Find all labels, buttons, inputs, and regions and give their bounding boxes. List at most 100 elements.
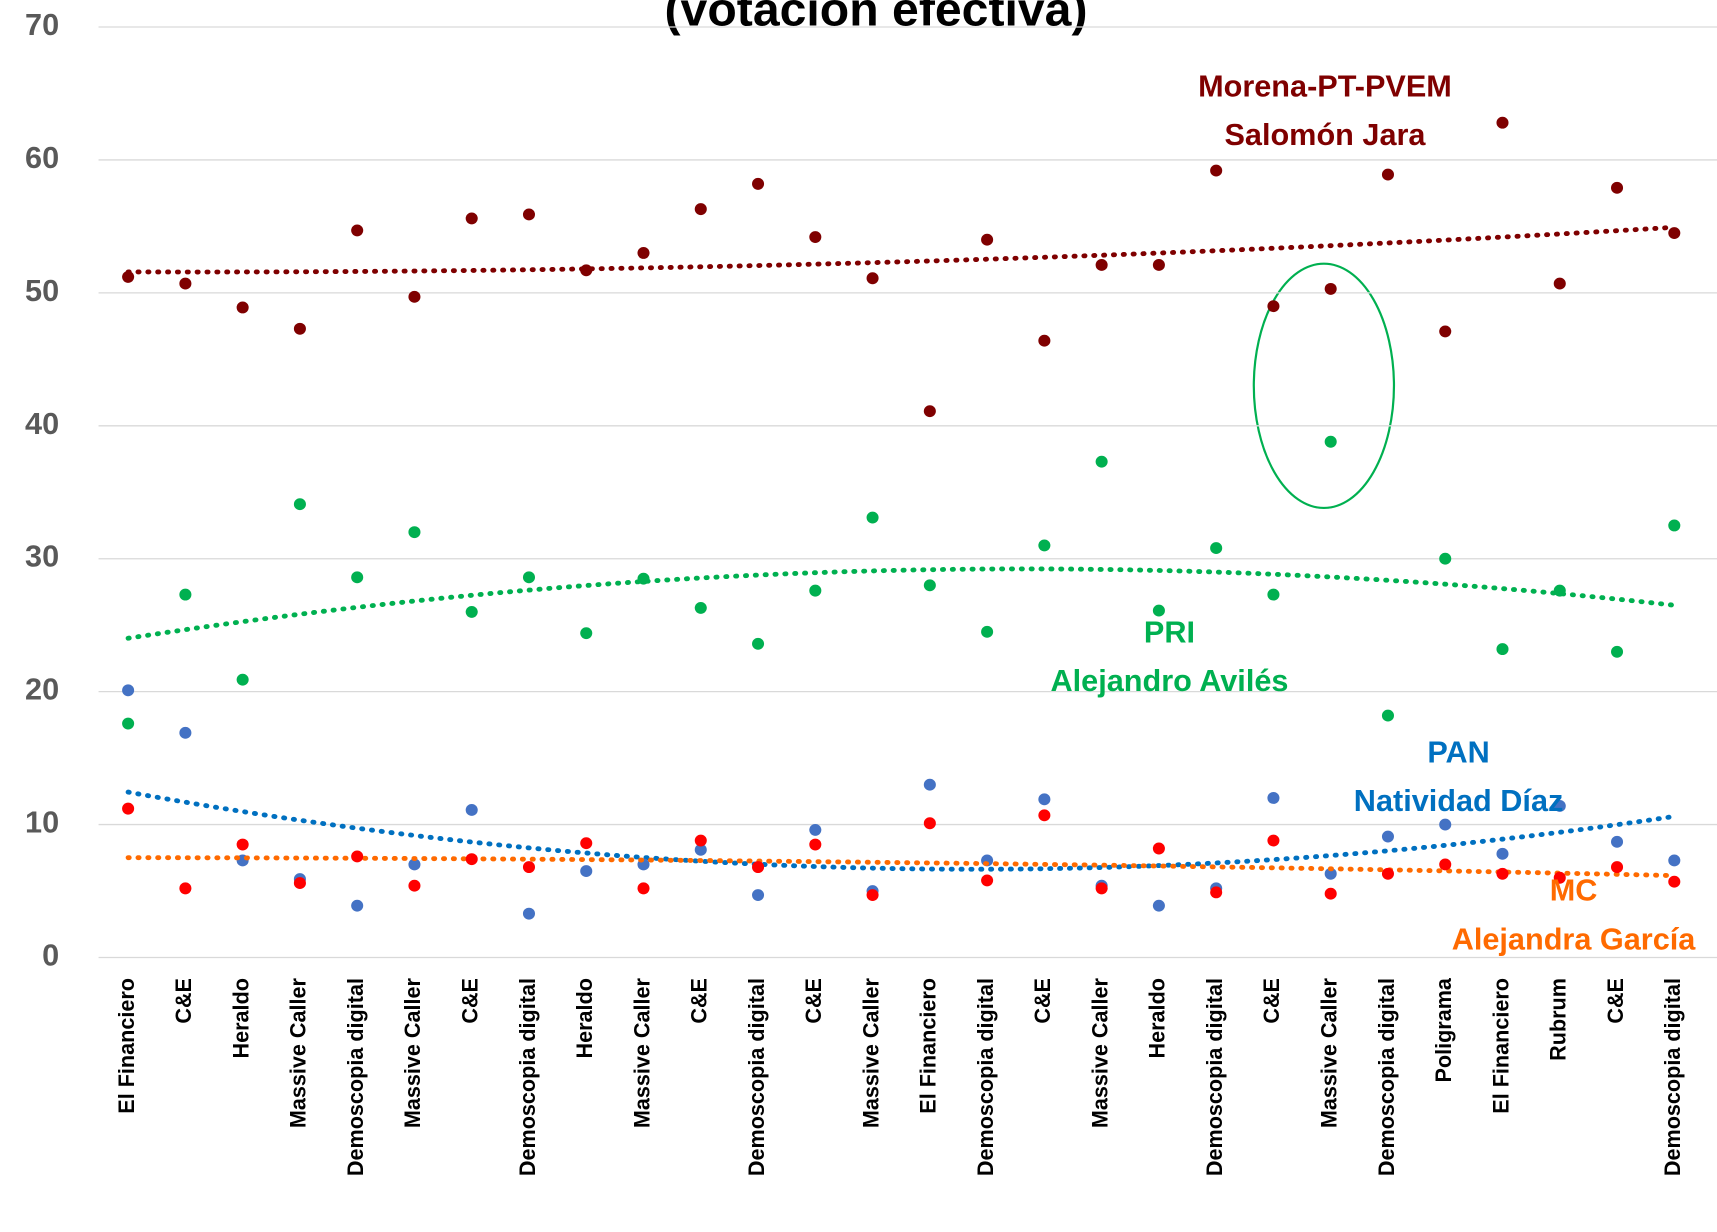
data-point: [1324, 435, 1337, 448]
y-tick-label: 50: [25, 274, 59, 308]
data-point: [179, 277, 192, 290]
data-point: [866, 511, 879, 524]
x-tick-label: C&E: [1603, 978, 1628, 1024]
data-point: [1267, 792, 1280, 804]
series-label: Morena-PT-PVEM: [1198, 70, 1452, 104]
data-point: [1496, 867, 1509, 880]
trendline: [125, 789, 1677, 872]
data-point: [923, 405, 936, 418]
data-point: [408, 858, 421, 871]
x-tick-label: Heraldo: [572, 978, 597, 1058]
data-point: [122, 270, 135, 283]
data-point: [1496, 116, 1509, 129]
x-tick-label: C&E: [686, 978, 711, 1024]
data-point: [580, 627, 593, 640]
x-tick-label: El Financiero: [915, 978, 940, 1114]
data-point: [637, 247, 650, 259]
x-tick-label: Demoscopia digital: [1374, 978, 1399, 1176]
data-point: [981, 625, 994, 638]
x-tick-label: Massive Caller: [858, 978, 883, 1129]
data-point: [981, 874, 994, 887]
data-point: [1439, 858, 1452, 871]
data-point: [408, 526, 421, 539]
data-point: [1324, 282, 1337, 295]
series-label: PAN: [1427, 736, 1489, 770]
x-tick-label: Demoscopia digital: [1202, 978, 1227, 1176]
data-point: [1038, 539, 1051, 552]
data-point: [866, 272, 879, 285]
data-point: [1152, 259, 1165, 271]
data-point: [465, 212, 478, 225]
x-tick-label: Heraldo: [1145, 978, 1170, 1058]
data-point: [351, 899, 364, 912]
data-point: [1095, 259, 1108, 271]
data-point: [809, 231, 822, 243]
data-point: [923, 579, 936, 592]
x-tick-label: C&E: [457, 978, 482, 1024]
y-tick-label: 20: [25, 673, 59, 707]
data-point: [465, 605, 478, 618]
data-point: [351, 224, 364, 237]
data-point: [351, 571, 364, 584]
data-point: [293, 877, 306, 890]
y-tick-label: 30: [25, 540, 59, 574]
data-point: [122, 684, 135, 697]
data-point: [1496, 847, 1509, 860]
highlight-ellipse: [1252, 262, 1396, 510]
data-point: [1210, 164, 1223, 177]
x-tick-label: Poligrama: [1431, 977, 1456, 1082]
data-point: [1611, 181, 1624, 194]
data-point: [580, 865, 593, 878]
y-tick-label: 70: [25, 8, 59, 42]
data-point: [637, 572, 650, 585]
x-tick-label: Massive Caller: [1087, 978, 1112, 1129]
x-tick-label: Demoscopia digital: [744, 978, 769, 1176]
x-tick-label: Massive Caller: [286, 978, 311, 1129]
data-point: [1210, 886, 1223, 899]
data-point: [580, 264, 593, 277]
data-point: [580, 837, 593, 850]
x-tick-label: Heraldo: [228, 978, 253, 1058]
data-point: [122, 802, 135, 815]
data-point: [522, 571, 536, 584]
data-point: [179, 726, 192, 739]
data-point: [1267, 834, 1280, 847]
data-point: [1668, 519, 1681, 532]
data-point: [1668, 854, 1681, 867]
candidate-label: Alejandro Avilés: [1051, 664, 1289, 698]
data-point: [694, 203, 707, 216]
data-point: [981, 233, 994, 246]
data-point: [923, 817, 936, 830]
x-tick-label: C&E: [1259, 978, 1284, 1024]
x-tick-label: Demoscopia digital: [1660, 978, 1685, 1176]
data-point: [637, 882, 650, 895]
data-point: [1095, 455, 1108, 468]
data-point: [1668, 875, 1681, 888]
data-point: [1038, 793, 1051, 806]
data-point: [752, 889, 765, 901]
data-point: [1267, 588, 1280, 601]
x-tick-label: Demoscopia digital: [343, 978, 368, 1176]
series-label: PRI: [1144, 616, 1195, 650]
data-point: [1553, 277, 1566, 290]
y-tick-label: 60: [25, 141, 59, 175]
y-tick-label: 10: [25, 806, 59, 840]
data-point: [1381, 830, 1394, 843]
data-point: [522, 907, 536, 920]
data-point: [866, 889, 879, 901]
data-point: [522, 208, 536, 221]
data-point: [809, 584, 822, 597]
data-point: [1553, 584, 1566, 597]
data-point: [1553, 800, 1566, 812]
x-tick-label: Rubrum: [1545, 978, 1570, 1061]
data-point: [1152, 842, 1165, 855]
data-point: [1381, 168, 1394, 181]
x-tick-label: El Financiero: [1488, 978, 1513, 1114]
data-point: [1668, 227, 1681, 239]
data-point: [809, 823, 822, 836]
data-point: [694, 843, 707, 856]
x-tick-label: C&E: [1030, 978, 1055, 1024]
x-tick-label: Massive Caller: [1316, 978, 1341, 1129]
x-tick-label: Massive Caller: [629, 978, 654, 1129]
